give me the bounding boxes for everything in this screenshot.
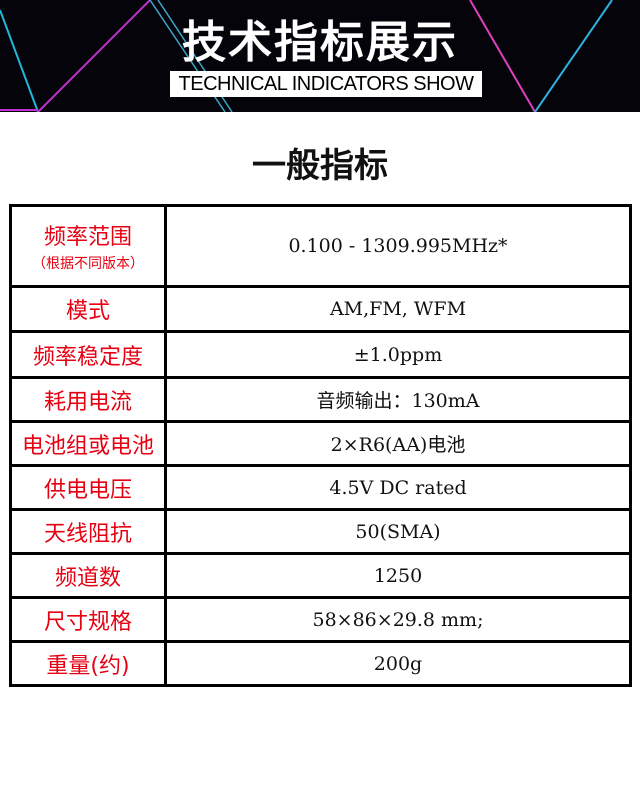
spec-label: 供电电压 — [43, 477, 132, 503]
spec-label-cell: 天线阻抗 — [9, 508, 167, 555]
banner-title: 技术指标展示 — [182, 17, 458, 68]
spec-value: 0.100 - 1309.995MHz* — [164, 204, 632, 288]
spec-label-cell: 频道数 — [9, 552, 167, 599]
spec-value: 4.5V DC rated — [164, 464, 632, 511]
spec-value: 200g — [164, 640, 632, 687]
spec-row: 重量(约) 200g — [9, 640, 632, 687]
spec-row: 电池组或电池 2×R6(AA)电池 — [9, 420, 632, 467]
spec-label: 尺寸规格 — [43, 609, 132, 635]
spec-label-cell: 电池组或电池 — [9, 420, 167, 467]
spec-label: 频率稳定度 — [32, 344, 143, 370]
spec-row: 耗用电流 音频输出：130mA — [9, 376, 632, 423]
laser-lines-decoration — [0, 0, 613, 112]
spec-label-cell: 尺寸规格 — [9, 596, 167, 643]
banner-subtitle: TECHNICAL INDICATORS SHOW — [170, 71, 482, 97]
spec-label: 耗用电流 — [43, 389, 132, 415]
section-title: 一般指标 — [252, 146, 388, 186]
spec-label: 电池组或电池 — [21, 433, 154, 459]
spec-row: 尺寸规格 58×86×29.8 mm; — [9, 596, 632, 643]
spec-value: 2×R6(AA)电池 — [164, 420, 632, 467]
spec-label-cell: 模式 — [9, 285, 167, 333]
spec-label-cell: 重量(约) — [9, 640, 167, 687]
spec-row: 供电电压 4.5V DC rated — [9, 464, 632, 511]
spec-value: 1250 — [164, 552, 632, 599]
spec-row: 频道数 1250 — [9, 552, 632, 599]
spec-table: 频率范围 （根据不同版本） 0.100 - 1309.995MHz* 模式 AM,FM,… — [9, 204, 632, 687]
spec-label-cell: 耗用电流 — [9, 376, 167, 423]
spec-value: AM,FM, WFM — [164, 285, 632, 333]
spec-row: 天线阻抗 50(SMA) — [9, 508, 632, 555]
spec-label: 频率范围 — [43, 225, 132, 250]
spec-value: ±1.0ppm — [164, 330, 632, 379]
spec-label: 重量(约) — [46, 653, 130, 679]
spec-value: 58×86×29.8 mm; — [164, 596, 632, 643]
spec-label: 模式 — [65, 299, 110, 324]
header-banner: 技术指标展示 TECHNICAL INDICATORS SHOW — [0, 0, 640, 112]
spec-label-cell: 供电电压 — [9, 464, 167, 511]
spec-label: 天线阻抗 — [43, 521, 132, 547]
spec-label-cell: 频率稳定度 — [9, 330, 167, 379]
spec-value: 音频输出：130mA — [164, 376, 632, 423]
spec-label: 频道数 — [54, 565, 121, 591]
spec-label-cell: 频率范围 （根据不同版本） — [9, 204, 167, 288]
spec-note: （根据不同版本） — [32, 256, 144, 272]
spec-row: 频率稳定度 ±1.0ppm — [9, 330, 632, 379]
spec-row: 模式 AM,FM, WFM — [9, 285, 632, 333]
spec-row: 频率范围 （根据不同版本） 0.100 - 1309.995MHz* — [9, 204, 632, 288]
spec-value: 50(SMA) — [164, 508, 632, 555]
